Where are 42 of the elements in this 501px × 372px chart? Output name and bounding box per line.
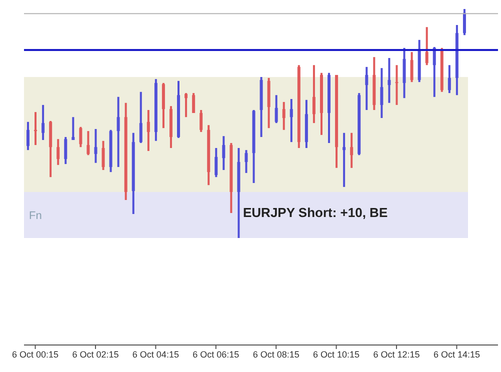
candlestick — [214, 147, 218, 178]
candlestick — [462, 9, 466, 36]
candlestick — [79, 126, 82, 148]
candlestick — [448, 64, 451, 94]
x-tick-label: 6 Oct 00:15 — [12, 349, 59, 360]
candlestick — [200, 108, 203, 133]
candlestick — [139, 90, 142, 144]
x-tick-label: 6 Oct 06:15 — [192, 349, 240, 360]
candlestick — [290, 98, 293, 144]
candlestick — [94, 128, 98, 164]
candlestick — [184, 92, 188, 118]
candlestick — [26, 120, 30, 152]
candlestick — [86, 130, 90, 156]
candlestick — [282, 100, 286, 131]
candlestick — [312, 64, 316, 124]
candlestick — [64, 136, 68, 166]
band-label: Fn — [29, 210, 42, 222]
candlestick — [342, 132, 346, 188]
candlestick — [102, 140, 105, 171]
candlestick — [410, 51, 414, 84]
x-tick-label: 6 Oct 12:15 — [373, 349, 420, 360]
candlestick — [42, 104, 45, 141]
candlestick — [192, 92, 196, 114]
x-tick-label: 6 Oct 02:15 — [72, 349, 119, 360]
candlestick — [222, 135, 226, 171]
x-tick-label: 6 Oct 10:15 — [313, 349, 360, 360]
x-tick-label: 6 Oct 08:15 — [252, 349, 300, 360]
candlestick — [146, 108, 150, 152]
candlestick — [425, 26, 428, 66]
candlestick — [72, 116, 75, 141]
candlestick — [365, 66, 368, 111]
x-tick-label: 6 Oct 04:15 — [132, 349, 179, 360]
candlestick — [274, 94, 278, 124]
candlestick — [56, 138, 60, 166]
candlestick — [380, 67, 384, 120]
annotation: EURJPY Short: +10, BE — [243, 205, 388, 220]
x-tick-label: 6 Oct 14:15 — [433, 349, 480, 360]
candlestick — [116, 96, 120, 168]
candlestick — [244, 149, 248, 174]
candlestick — [388, 57, 391, 104]
candlestick — [350, 132, 354, 169]
candlestick — [395, 64, 398, 106]
